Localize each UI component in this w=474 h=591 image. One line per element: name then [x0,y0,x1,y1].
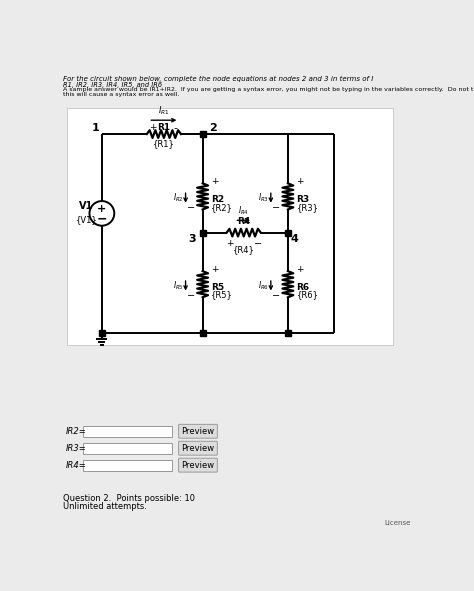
Text: R5: R5 [211,282,224,292]
Text: {R3}: {R3} [296,203,319,212]
Text: +: + [296,177,304,186]
Text: For the circuit shown below, complete the node equations at nodes 2 and 3 in ter: For the circuit shown below, complete th… [63,76,374,82]
Text: 3: 3 [189,234,196,244]
Text: IR4=: IR4= [65,460,86,470]
Text: {R4}: {R4} [233,245,255,254]
Text: $I_{R4}$: $I_{R4}$ [238,204,249,217]
Text: Unlimited attempts.: Unlimited attempts. [63,502,147,511]
Bar [67,108,392,345]
Text: +: + [211,265,219,274]
Text: R1, IR2, IR3, IR4, IR5, and IR6: R1, IR2, IR3, IR4, IR5, and IR6 [63,82,162,87]
Text: {R6}: {R6} [296,291,319,300]
Text: Preview: Preview [182,427,215,436]
Text: R6: R6 [296,282,310,292]
Text: +: + [97,204,107,214]
Text: {R2}: {R2} [211,203,233,212]
Text: A sample answer would be IR1+IR2.  If you are getting a syntax error, you might : A sample answer would be IR1+IR2. If you… [63,87,474,92]
Text: R1: R1 [157,122,171,132]
Text: 1: 1 [92,122,100,132]
Text: $I_{R5}$: $I_{R5}$ [173,280,184,292]
Text: {R5}: {R5} [211,291,233,300]
Text: IR3=: IR3= [65,444,86,453]
Text: $I_{R1}$: $I_{R1}$ [158,105,170,117]
Text: −: − [187,291,195,301]
Text: -: - [173,123,177,133]
Text: +: + [211,177,219,186]
Text: R4: R4 [237,217,250,226]
FancyBboxPatch shape [179,458,218,472]
Text: R2: R2 [211,195,224,204]
FancyBboxPatch shape [179,441,218,455]
Text: +: + [226,239,234,248]
Text: Question 2.  Points possible: 10: Question 2. Points possible: 10 [63,495,195,504]
Text: 4: 4 [291,234,299,244]
Text: R3: R3 [296,195,310,204]
Text: {R1}: {R1} [153,139,175,148]
Text: {V1}: {V1} [75,215,97,224]
Text: −: − [97,212,107,225]
Text: +: + [296,265,304,274]
Bar [82,460,172,470]
Text: Preview: Preview [182,460,215,470]
Text: License: License [385,520,411,526]
Text: $I_{R3}$: $I_{R3}$ [258,191,269,204]
Text: Preview: Preview [182,444,215,453]
Text: −: − [272,291,280,301]
Text: −: − [272,203,280,213]
Text: V1: V1 [79,201,93,210]
Text: $I_{R6}$: $I_{R6}$ [258,280,269,292]
Text: this will cause a syntax error as well.: this will cause a syntax error as well. [63,92,180,98]
Text: 2: 2 [209,122,217,132]
Bar [82,426,172,437]
Text: $I_{R2}$: $I_{R2}$ [173,191,184,204]
Text: IR2=: IR2= [65,427,86,436]
Bar [82,443,172,454]
Text: −: − [254,239,262,249]
Text: +: + [149,124,157,132]
FancyBboxPatch shape [179,424,218,438]
Text: −: − [187,203,195,213]
